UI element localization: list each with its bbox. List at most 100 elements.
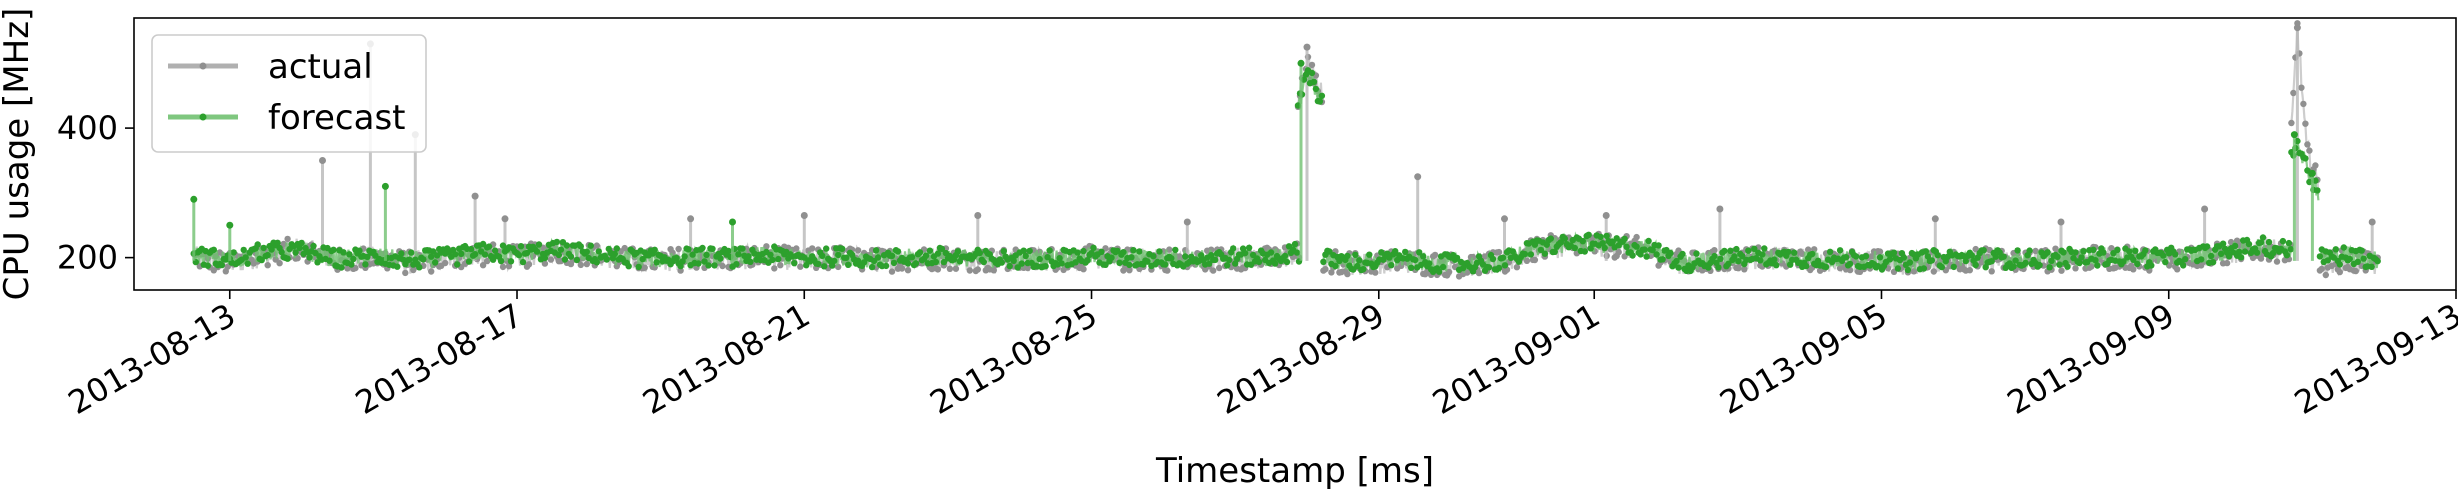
forecast-point [499,242,507,249]
forecast-point [2090,246,2097,253]
forecast-point [1922,248,1930,255]
forecast-point [491,247,499,254]
forecast-point [258,256,265,264]
forecast-point [2022,259,2029,267]
actual-spike-point [2201,205,2209,213]
forecast-point [1020,247,1027,254]
legend-actual-label: actual [268,47,373,87]
actual-point [2304,141,2311,148]
forecast-point [348,261,355,268]
forecast-point [2120,258,2127,265]
forecast-point [1366,251,1373,258]
forecast-point [595,248,602,255]
forecast-point [1717,255,1724,262]
actual-point [1633,233,1640,241]
forecast-point [2346,255,2353,263]
forecast-point [1267,249,1275,256]
forecast-point [454,261,461,268]
actual-point [1972,245,1979,253]
forecast-point [1725,260,1732,267]
actual-point [2302,120,2309,127]
actual-point [2273,258,2281,265]
forecast-point [2012,257,2019,264]
actual-point [1711,247,1718,254]
actual-point [2130,266,2137,273]
forecast-point [408,249,415,256]
forecast-point [934,250,942,257]
actual-point [2322,271,2329,279]
forecast-point [1356,257,1363,264]
forecast-point [2054,253,2061,260]
actual-point [1322,266,1329,273]
forecast-point [2217,250,2225,257]
forecast-point [2060,249,2067,256]
actual-point [777,262,784,269]
actual-spike-point [1931,215,1939,223]
forecast-point [2056,261,2063,268]
forecast-point [1316,98,1324,105]
actual-point [2058,267,2065,274]
forecast-point [1435,268,1443,275]
forecast-point [673,254,680,262]
forecast-point [1587,245,1594,252]
forecast-point [254,241,261,248]
forecast-point [2162,258,2169,266]
forecast-point [904,260,912,267]
actual-point [1531,256,1539,264]
forecast-point [1745,247,1752,254]
forecast-point [2182,256,2189,263]
forecast-point [1499,254,1507,261]
forecast-point [1733,245,1740,253]
forecast-point [1136,248,1143,255]
forecast-point [1809,250,1816,258]
actual-point [505,263,513,270]
actual-spike-point [974,212,982,219]
actual-point [1495,248,1503,256]
forecast-point [432,259,439,266]
actual-point [2336,268,2343,276]
actual-point [402,269,409,277]
forecast-point [1900,254,1908,261]
forecast-point [2114,246,2121,254]
forecast-point [1402,248,1409,256]
series-layer [190,20,2381,280]
forecast-point [611,250,618,258]
forecast-point [242,254,249,261]
actual-point [1735,265,1742,272]
forecast-point [2324,257,2331,264]
forecast-point [1920,265,1928,272]
forecast-point [2000,253,2007,260]
series-forecast [190,59,2381,275]
actual-point [2174,266,2181,273]
actual-point [1216,264,1223,272]
forecast-spike-point [1297,59,1305,67]
actual-point [583,260,590,268]
forecast-point [2134,260,2141,268]
forecast-point [845,261,852,268]
forecast-point [1996,249,2003,256]
forecast-point [821,263,828,270]
actual-point [1328,269,1335,276]
forecast-point [1420,253,1427,260]
forecast-point [1731,253,1738,260]
forecast-point [2225,253,2233,260]
actual-spike-point [687,215,695,223]
forecast-point [625,263,632,270]
forecast-point [940,258,948,266]
legend-forecast-marker [199,113,207,121]
forecast-point [1599,240,1606,247]
forecast-spike-point [2290,131,2298,139]
forecast-point [1036,255,1043,263]
forecast-point [1950,263,1958,271]
actual-point [990,267,997,274]
forecast-point [1245,244,1253,251]
forecast-point [230,249,237,256]
forecast-point [747,258,754,265]
actual-point [1805,246,1812,253]
forecast-point [1291,240,1299,248]
forecast-point [2078,254,2085,261]
forecast-point [1571,244,1579,252]
forecast-point [1906,259,1914,266]
actual-point [934,266,942,273]
